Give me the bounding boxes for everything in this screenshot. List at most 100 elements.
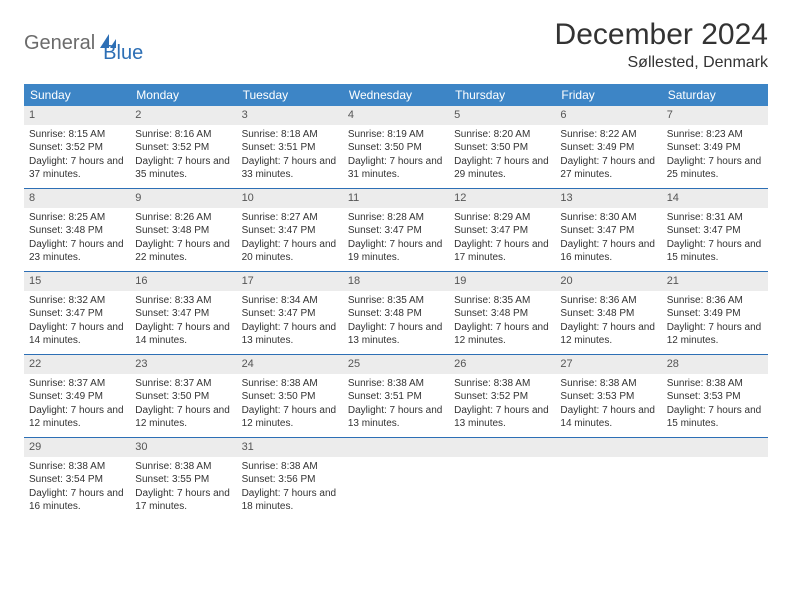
calendar-day: 5 Sunrise: 8:20 AMSunset: 3:50 PMDaylight…: [449, 106, 555, 188]
day-number: 25: [343, 355, 449, 374]
calendar-day: 30 Sunrise: 8:38 AMSunset: 3:55 PMDayligh…: [130, 438, 236, 520]
weekday-header: Monday: [130, 84, 236, 106]
weekday-header: Wednesday: [343, 84, 449, 106]
day-info: Sunrise: 8:19 AMSunset: 3:50 PMDaylight:…: [348, 128, 444, 182]
calendar-day: 19 Sunrise: 8:35 AMSunset: 3:48 PMDayligh…: [449, 272, 555, 354]
location: Søllested, Denmark: [555, 54, 768, 72]
calendar-day: 28Sunrise: 8:38 AMSunset: 3:53 PMDayligh…: [662, 355, 768, 437]
day-number: 14: [662, 189, 768, 208]
day-number: 4: [343, 106, 449, 125]
day-number: 15: [24, 272, 130, 291]
day-info: Sunrise: 8:16 AMSunset: 3:52 PMDaylight:…: [135, 128, 231, 182]
weekday-header: Thursday: [449, 84, 555, 106]
calendar-body: 1Sunrise: 8:15 AMSunset: 3:52 PMDaylight…: [24, 106, 768, 520]
day-number: 31: [237, 438, 343, 457]
day-info: Sunrise: 8:35 AMSunset: 3:48 PMDaylight:…: [454, 294, 550, 348]
day-info: Sunrise: 8:38 AMSunset: 3:50 PMDaylight:…: [242, 377, 338, 431]
day-number: 30: [130, 438, 236, 457]
calendar-day: 6 Sunrise: 8:22 AMSunset: 3:49 PMDaylight…: [555, 106, 661, 188]
calendar-day: 7 Sunrise: 8:23 AMSunset: 3:49 PMDaylight…: [662, 106, 768, 188]
calendar-day: 10 Sunrise: 8:27 AMSunset: 3:47 PMDayligh…: [237, 189, 343, 271]
calendar-day: 8Sunrise: 8:25 AMSunset: 3:48 PMDaylight…: [24, 189, 130, 271]
calendar-day: 26 Sunrise: 8:38 AMSunset: 3:52 PMDayligh…: [449, 355, 555, 437]
calendar-day: 16Sunrise: 8:33 AMSunset: 3:47 PMDayligh…: [130, 272, 236, 354]
day-number: 23: [130, 355, 236, 374]
day-info: Sunrise: 8:29 AMSunset: 3:47 PMDaylight:…: [454, 211, 550, 265]
weekday-header: Friday: [555, 84, 661, 106]
day-info: Sunrise: 8:18 AMSunset: 3:51 PMDaylight:…: [242, 128, 338, 182]
day-info: Sunrise: 8:34 AMSunset: 3:47 PMDaylight:…: [242, 294, 338, 348]
day-number: 2: [130, 106, 236, 125]
day-number: 18: [343, 272, 449, 291]
day-number: 5: [449, 106, 555, 125]
calendar-day: 20 Sunrise: 8:36 AMSunset: 3:48 PMDayligh…: [555, 272, 661, 354]
calendar: SundayMondayTuesdayWednesdayThursdayFrid…: [24, 84, 768, 520]
day-info: Sunrise: 8:38 AMSunset: 3:55 PMDaylight:…: [135, 460, 231, 514]
calendar-day: 27 Sunrise: 8:38 AMSunset: 3:53 PMDayligh…: [555, 355, 661, 437]
day-info: Sunrise: 8:38 AMSunset: 3:53 PMDaylight:…: [667, 377, 763, 431]
calendar-day: 31 Sunrise: 8:38 AMSunset: 3:56 PMDayligh…: [237, 438, 343, 520]
calendar-day: 11Sunrise: 8:28 AMSunset: 3:47 PMDayligh…: [343, 189, 449, 271]
day-info: Sunrise: 8:35 AMSunset: 3:48 PMDaylight:…: [348, 294, 444, 348]
calendar-day: 23 Sunrise: 8:37 AMSunset: 3:50 PMDayligh…: [130, 355, 236, 437]
page-title: December 2024: [555, 18, 768, 52]
day-number: 27: [555, 355, 661, 374]
calendar-day: 3 Sunrise: 8:18 AMSunset: 3:51 PMDaylight…: [237, 106, 343, 188]
day-number: 12: [449, 189, 555, 208]
day-info: Sunrise: 8:38 AMSunset: 3:56 PMDaylight:…: [242, 460, 338, 514]
day-number: [449, 438, 555, 457]
weekday-header: Saturday: [662, 84, 768, 106]
day-number: 1: [24, 106, 130, 125]
calendar-day: 1Sunrise: 8:15 AMSunset: 3:52 PMDaylight…: [24, 106, 130, 188]
calendar-day: 25 Sunrise: 8:38 AMSunset: 3:51 PMDayligh…: [343, 355, 449, 437]
calendar-week: 22 Sunrise: 8:37 AMSunset: 3:49 PMDayligh…: [24, 355, 768, 438]
calendar-day: [343, 438, 449, 520]
calendar-week: 1Sunrise: 8:15 AMSunset: 3:52 PMDaylight…: [24, 106, 768, 189]
day-info: Sunrise: 8:36 AMSunset: 3:48 PMDaylight:…: [560, 294, 656, 348]
day-number: 10: [237, 189, 343, 208]
day-info: Sunrise: 8:20 AMSunset: 3:50 PMDaylight:…: [454, 128, 550, 182]
calendar-day: 2 Sunrise: 8:16 AMSunset: 3:52 PMDaylight…: [130, 106, 236, 188]
day-info: Sunrise: 8:30 AMSunset: 3:47 PMDaylight:…: [560, 211, 656, 265]
day-info: Sunrise: 8:37 AMSunset: 3:50 PMDaylight:…: [135, 377, 231, 431]
day-info: Sunrise: 8:23 AMSunset: 3:49 PMDaylight:…: [667, 128, 763, 182]
day-info: Sunrise: 8:32 AMSunset: 3:47 PMDaylight:…: [29, 294, 125, 348]
day-number: 13: [555, 189, 661, 208]
calendar-day: 14Sunrise: 8:31 AMSunset: 3:47 PMDayligh…: [662, 189, 768, 271]
day-number: 22: [24, 355, 130, 374]
day-number: 6: [555, 106, 661, 125]
day-number: 26: [449, 355, 555, 374]
day-number: 3: [237, 106, 343, 125]
calendar-week: 15 Sunrise: 8:32 AMSunset: 3:47 PMDayligh…: [24, 272, 768, 355]
day-number: 7: [662, 106, 768, 125]
day-number: [555, 438, 661, 457]
day-info: Sunrise: 8:38 AMSunset: 3:51 PMDaylight:…: [348, 377, 444, 431]
calendar-day: 22 Sunrise: 8:37 AMSunset: 3:49 PMDayligh…: [24, 355, 130, 437]
day-info: Sunrise: 8:26 AMSunset: 3:48 PMDaylight:…: [135, 211, 231, 265]
day-info: Sunrise: 8:38 AMSunset: 3:53 PMDaylight:…: [560, 377, 656, 431]
title-block: December 2024 Søllested, Denmark: [555, 18, 768, 72]
calendar-day: 29Sunrise: 8:38 AMSunset: 3:54 PMDayligh…: [24, 438, 130, 520]
logo: General Blue: [24, 22, 143, 65]
day-number: 24: [237, 355, 343, 374]
calendar-week: 29Sunrise: 8:38 AMSunset: 3:54 PMDayligh…: [24, 438, 768, 520]
day-info: Sunrise: 8:38 AMSunset: 3:52 PMDaylight:…: [454, 377, 550, 431]
calendar-day: 18 Sunrise: 8:35 AMSunset: 3:48 PMDayligh…: [343, 272, 449, 354]
calendar-day: 21Sunrise: 8:36 AMSunset: 3:49 PMDayligh…: [662, 272, 768, 354]
day-number: [343, 438, 449, 457]
calendar-day: [555, 438, 661, 520]
day-number: 20: [555, 272, 661, 291]
day-number: 19: [449, 272, 555, 291]
day-info: Sunrise: 8:22 AMSunset: 3:49 PMDaylight:…: [560, 128, 656, 182]
calendar-day: 17Sunrise: 8:34 AMSunset: 3:47 PMDayligh…: [237, 272, 343, 354]
weekday-header-row: SundayMondayTuesdayWednesdayThursdayFrid…: [24, 84, 768, 106]
calendar-day: [449, 438, 555, 520]
logo-text-general: General: [24, 32, 95, 55]
day-number: 11: [343, 189, 449, 208]
calendar-day: 15 Sunrise: 8:32 AMSunset: 3:47 PMDayligh…: [24, 272, 130, 354]
day-info: Sunrise: 8:33 AMSunset: 3:47 PMDaylight:…: [135, 294, 231, 348]
day-info: Sunrise: 8:37 AMSunset: 3:49 PMDaylight:…: [29, 377, 125, 431]
day-number: 9: [130, 189, 236, 208]
day-number: 8: [24, 189, 130, 208]
day-info: Sunrise: 8:27 AMSunset: 3:47 PMDaylight:…: [242, 211, 338, 265]
